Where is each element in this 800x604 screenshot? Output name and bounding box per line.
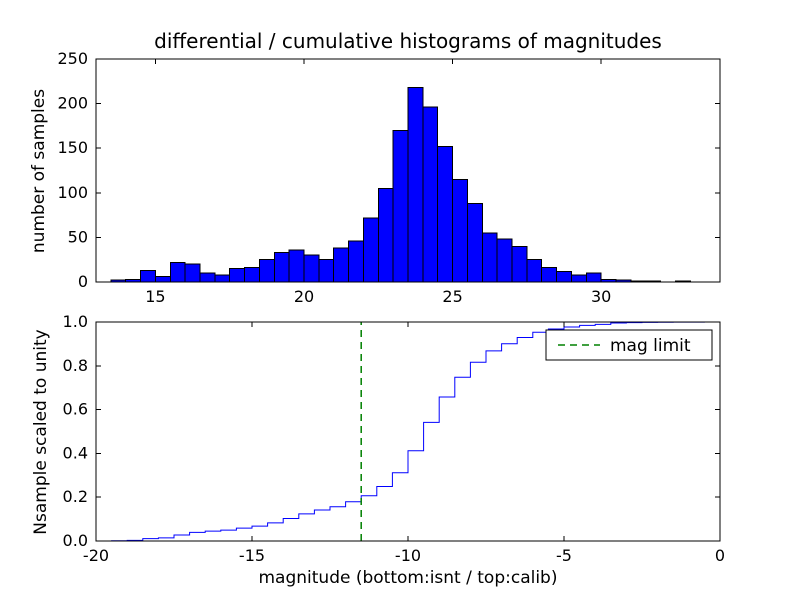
x-axis-label: magnitude (bottom:isnt / top:calib) xyxy=(259,568,558,588)
top-x-tick-label: 25 xyxy=(442,287,462,306)
bottom-frame xyxy=(95,321,721,542)
histogram-bar xyxy=(570,274,587,283)
histogram-bar xyxy=(288,249,305,283)
histogram-bar xyxy=(362,217,379,283)
histogram-bar xyxy=(258,259,275,283)
histogram-bar xyxy=(392,129,409,283)
top-x-tick-label: 30 xyxy=(591,287,611,306)
bottom-x-tick-label: -10 xyxy=(395,546,421,565)
cumulative-step-curve xyxy=(96,321,720,542)
bottom-x-tick-label: -5 xyxy=(556,546,572,565)
histogram-bar xyxy=(333,247,350,283)
top-x-tick-label: 15 xyxy=(145,287,165,306)
legend-label: mag limit xyxy=(610,336,691,356)
histogram-bar xyxy=(229,268,246,283)
histogram-bar xyxy=(452,178,468,283)
histogram-bar xyxy=(377,187,394,283)
bottom-x-tick-label: 0 xyxy=(715,546,725,565)
histogram-bar xyxy=(273,252,290,283)
bottom-y-tick-label: 0.8 xyxy=(63,356,88,375)
bottom-x-tick-label: -15 xyxy=(239,546,265,565)
top-axes: 15 20 25 30 0 50 100 150 200 250 xyxy=(57,49,721,306)
bottom-y-tick-label: 0.4 xyxy=(63,443,88,462)
histogram-bar xyxy=(214,274,231,283)
histogram-bar xyxy=(348,240,364,283)
histogram-bar xyxy=(407,87,424,283)
bottom-axes: -20 -15 -10 -5 0 0.0 0.2 0.4 0.6 0.8 1.0 xyxy=(63,312,726,565)
histogram-bar xyxy=(511,245,528,283)
top-x-tick-label: 20 xyxy=(294,287,314,306)
top-y-tick-label: 200 xyxy=(57,94,88,113)
bottom-y-axis-label: Nsample scaled to unity xyxy=(31,329,51,534)
histogram-bar xyxy=(199,272,216,283)
histogram-bar xyxy=(184,263,201,283)
bottom-y-tick-label: 0.2 xyxy=(63,487,88,506)
figure-title: differential / cumulative histograms of … xyxy=(154,29,662,53)
histogram-bar xyxy=(154,276,171,283)
legend: mag limit xyxy=(545,329,713,361)
bottom-y-tick-label: 0.0 xyxy=(63,531,88,550)
histogram-bar xyxy=(169,261,186,283)
bottom-x-tick-label: -20 xyxy=(83,546,109,565)
top-y-tick-label: 100 xyxy=(57,183,88,202)
top-y-tick-label: 0 xyxy=(78,272,88,291)
bottom-y-tick-label: 1.0 xyxy=(63,312,88,331)
histogram-bar xyxy=(556,270,572,283)
histogram-bar xyxy=(496,238,513,283)
histogram-bar xyxy=(303,254,320,283)
histogram-bar xyxy=(585,272,602,283)
top-y-axis-label: number of samples xyxy=(29,89,49,253)
histogram-bar xyxy=(422,106,439,283)
histogram-bar xyxy=(481,232,498,283)
histogram-bar xyxy=(526,259,543,283)
top-y-tick-label: 150 xyxy=(57,138,88,157)
histogram-bar xyxy=(318,259,335,283)
top-y-tick-label: 250 xyxy=(57,49,88,68)
cumulative-curve-group xyxy=(96,321,720,542)
histogram-bars-group xyxy=(110,87,691,283)
histogram-bar xyxy=(541,267,558,283)
histogram-bar xyxy=(437,145,454,283)
histogram-bar xyxy=(466,203,483,283)
top-y-tick-label: 50 xyxy=(68,227,88,246)
histogram-bar xyxy=(140,269,156,283)
top-frame xyxy=(95,58,721,283)
histogram-bar xyxy=(244,267,260,283)
bottom-y-tick-label: 0.6 xyxy=(63,400,88,419)
